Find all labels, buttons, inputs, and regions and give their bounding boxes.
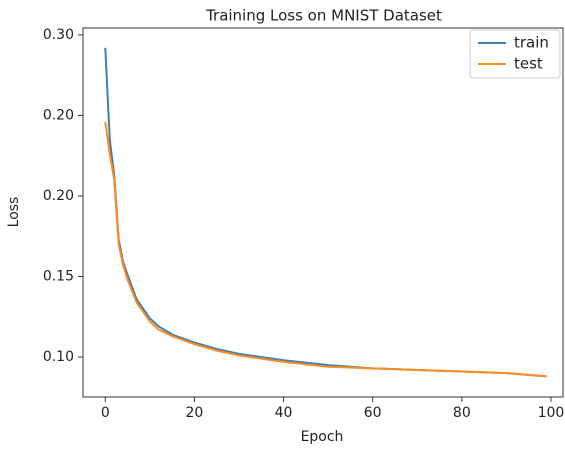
x-tick-label: 80: [453, 405, 471, 421]
plot-frame: [82, 27, 564, 398]
x-tick-label: 20: [186, 405, 204, 421]
x-tick-label: 0: [101, 405, 110, 421]
x-tick-label: 40: [275, 405, 293, 421]
line-series: [104, 47, 547, 378]
y-tick-label: 0.15: [43, 269, 74, 285]
chart-title: Training Loss on MNIST Dataset: [205, 7, 442, 25]
legend-label: test: [514, 55, 543, 73]
legend-label: train: [514, 34, 549, 52]
x-tick-label: 100: [538, 405, 565, 421]
y-tick-label: 0.30: [43, 27, 74, 43]
line-series: [104, 121, 547, 378]
y-tick-label: 0.20: [43, 188, 74, 204]
x-axis-label: Epoch: [301, 429, 344, 445]
y-tick-label: 0.10: [43, 349, 74, 365]
y-axis-label: Loss: [6, 197, 22, 228]
x-tick-label: 60: [364, 405, 382, 421]
y-tick-label: 0.20: [43, 107, 74, 123]
